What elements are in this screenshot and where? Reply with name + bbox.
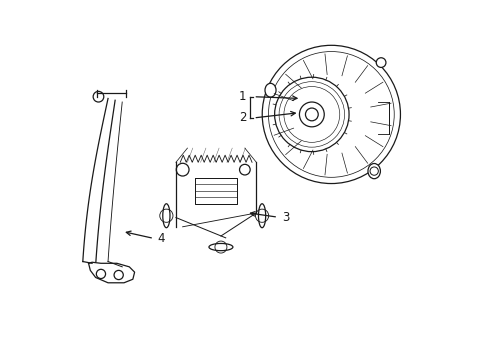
Circle shape	[114, 270, 123, 280]
Circle shape	[375, 58, 385, 67]
Ellipse shape	[367, 163, 380, 179]
Text: 2: 2	[238, 112, 246, 125]
Ellipse shape	[264, 83, 276, 97]
Circle shape	[96, 269, 105, 279]
Text: 3: 3	[281, 211, 288, 224]
Ellipse shape	[208, 243, 232, 251]
Circle shape	[93, 91, 103, 102]
Text: 4: 4	[157, 232, 165, 245]
Circle shape	[176, 163, 189, 176]
Ellipse shape	[163, 204, 170, 228]
Ellipse shape	[258, 204, 265, 228]
Circle shape	[239, 164, 250, 175]
Text: 1: 1	[238, 90, 246, 103]
